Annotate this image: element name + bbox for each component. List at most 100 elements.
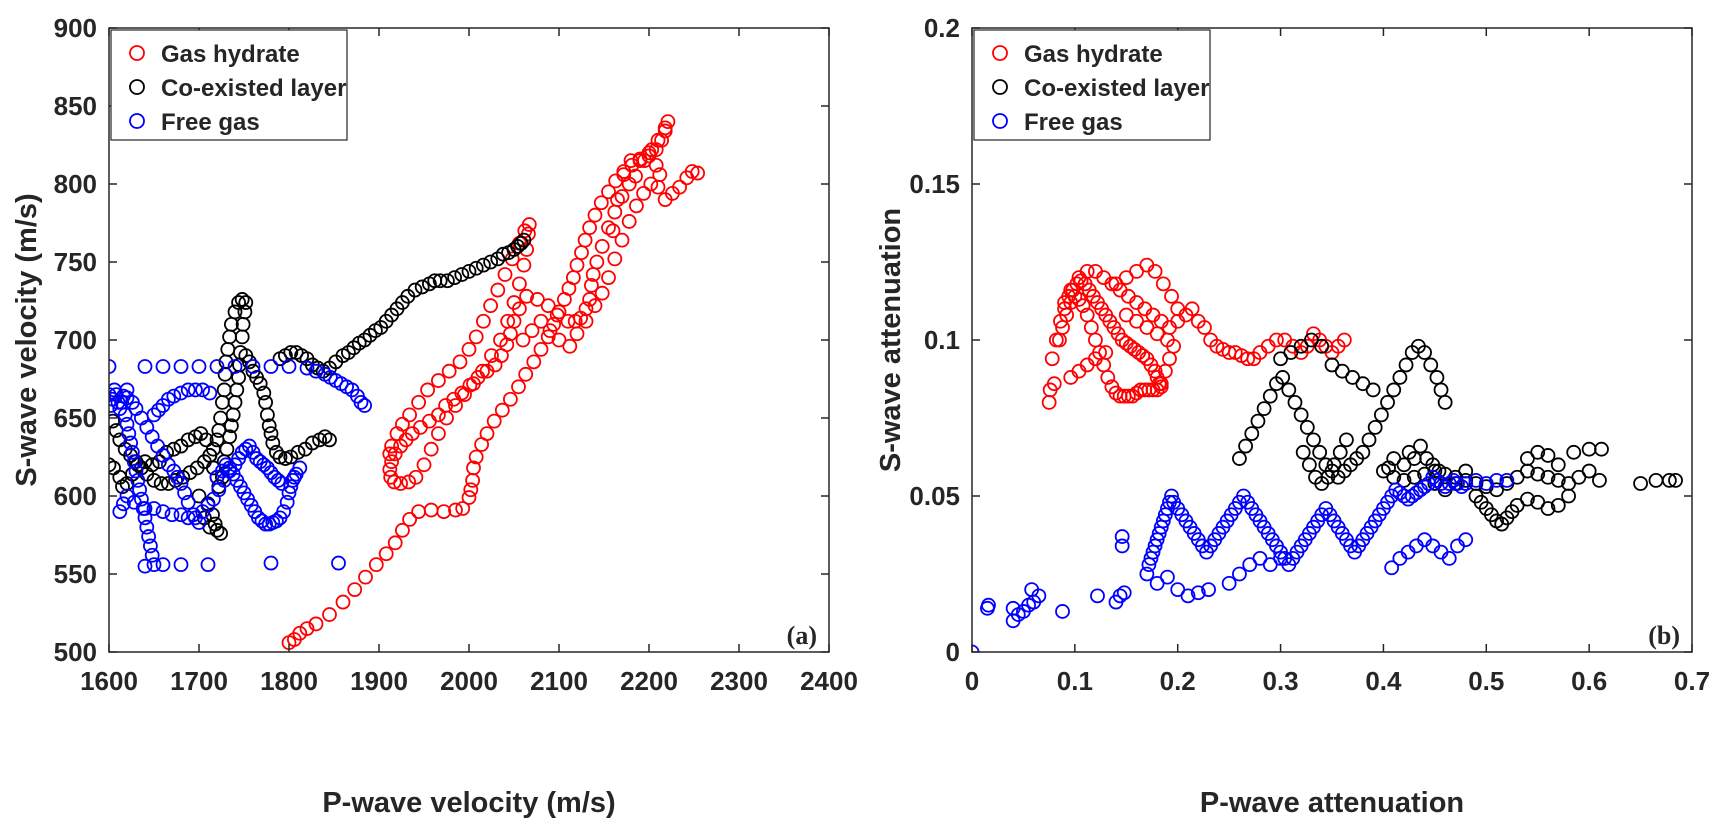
data-point <box>166 388 182 404</box>
data-point <box>533 341 549 357</box>
data-point <box>1314 338 1330 354</box>
data-point <box>1116 585 1132 601</box>
data-point <box>644 142 660 158</box>
data-point <box>465 472 481 488</box>
data-point <box>283 345 299 360</box>
data-point <box>1135 348 1151 364</box>
data-point <box>166 441 182 457</box>
data-point <box>331 555 346 571</box>
data-point <box>542 323 558 339</box>
data-point <box>1116 388 1132 404</box>
data-point <box>1262 388 1278 404</box>
data-point <box>258 516 274 532</box>
data-point <box>1114 529 1130 544</box>
x-tick-label: 2300 <box>710 666 768 696</box>
data-point <box>621 214 637 229</box>
data-point <box>484 348 499 364</box>
data-point <box>623 153 639 169</box>
data-point <box>1561 488 1576 504</box>
data-point <box>146 557 162 573</box>
data-point <box>411 394 427 410</box>
data-point <box>1478 476 1494 491</box>
data-point <box>141 529 157 544</box>
data-point <box>1661 472 1677 488</box>
data-point <box>1450 476 1465 491</box>
data-point <box>1594 441 1609 457</box>
data-point <box>189 460 205 476</box>
data-point <box>1269 332 1284 348</box>
data-point <box>1332 444 1348 460</box>
data-point <box>186 507 202 523</box>
data-point <box>229 382 245 398</box>
series-free-gas <box>109 359 373 574</box>
data-point <box>1160 569 1175 585</box>
data-point <box>382 462 398 477</box>
data-point <box>408 469 424 485</box>
data-point <box>308 616 324 632</box>
data-point <box>245 359 261 374</box>
data-point <box>1281 382 1297 398</box>
data-point <box>452 354 468 370</box>
data-point <box>506 295 522 310</box>
x-tick-label: 2000 <box>440 666 498 696</box>
data-point <box>1221 575 1237 591</box>
data-point <box>292 460 308 476</box>
data-point <box>1489 472 1504 488</box>
data-point <box>1336 332 1352 348</box>
data-point <box>290 444 306 460</box>
data-point <box>382 446 398 462</box>
data-point <box>430 407 446 423</box>
series-free-gas <box>972 469 1515 652</box>
data-point <box>448 398 463 413</box>
data-point <box>200 557 216 573</box>
data-point <box>574 245 589 261</box>
data-point <box>119 416 135 432</box>
data-point <box>268 513 284 529</box>
legend-marker <box>992 45 1008 61</box>
data-point <box>1190 585 1206 601</box>
data-point <box>173 385 189 401</box>
x-axis-label: P-wave velocity (m/s) <box>322 787 615 819</box>
y-tick-label: 0 <box>946 637 960 667</box>
data-point <box>601 270 616 286</box>
data-point <box>1129 385 1144 401</box>
data-point <box>587 298 603 314</box>
data-point <box>137 359 153 374</box>
data-point <box>1540 448 1556 463</box>
data-point <box>1240 351 1256 367</box>
data-point <box>213 410 229 426</box>
data-point <box>386 474 402 490</box>
legend-marker <box>992 113 1008 129</box>
data-point <box>259 460 275 476</box>
data-point <box>1147 263 1163 279</box>
data-point <box>112 504 128 520</box>
data-point <box>493 332 508 348</box>
data-point <box>119 390 135 406</box>
data-point <box>353 394 369 410</box>
data-point <box>270 472 286 488</box>
data-point <box>347 582 363 597</box>
data-point <box>1320 469 1336 485</box>
x-tick-label: 2200 <box>620 666 678 696</box>
data-point <box>137 501 153 516</box>
data-point <box>461 341 477 357</box>
data-point <box>1437 394 1453 410</box>
data-point <box>1566 444 1582 460</box>
data-point <box>594 285 610 301</box>
data-point <box>180 432 196 448</box>
y-tick-label: 500 <box>54 637 97 667</box>
data-point <box>393 476 409 491</box>
data-point <box>584 277 599 293</box>
data-point <box>335 594 351 610</box>
scatter-plot-b: 0 0.1 0.2 0.3 0.4 0.5 0.6 0.7 0 0.05 0.1 0.15 0.2 P-w… <box>875 13 1710 819</box>
data-point <box>610 192 625 208</box>
data-point <box>241 354 257 370</box>
data-point <box>1473 494 1489 510</box>
data-point <box>384 454 400 470</box>
data-point <box>652 167 668 183</box>
data-point <box>209 359 225 374</box>
legend-label: Free gas <box>161 109 260 136</box>
data-point <box>690 165 705 181</box>
data-point <box>601 220 616 236</box>
data-point <box>384 438 400 454</box>
